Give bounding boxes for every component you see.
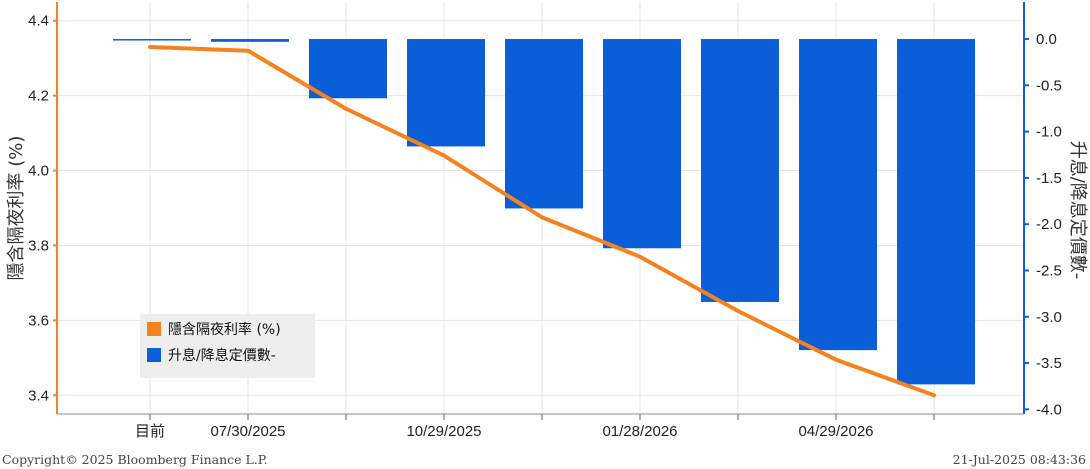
left-axis-tick-label: 3.8 (28, 237, 49, 254)
bar (309, 39, 387, 99)
legend-swatch-line (147, 322, 161, 336)
bar (505, 39, 583, 209)
legend-label-bar: 升息/降息定價數- (168, 347, 276, 364)
legend-swatch-bar (147, 348, 161, 362)
right-axis-tick-label: -3.0 (1036, 309, 1062, 326)
x-axis: 目前 07/30/2025 10/29/2025 01/28/2026 04/29/20… (57, 413, 1024, 440)
right-axis: 0.0 -0.5 -1.0 -1.5 -2.0 -2.5 -3.0 -3.5 -4.0 (1023, 2, 1062, 418)
right-axis-tick-label: -2.0 (1036, 216, 1062, 233)
left-axis-title: 隱含隔夜利率 (%) (6, 136, 27, 281)
x-axis-tick-label: 01/28/2026 (602, 423, 677, 440)
x-axis-tick-label: 目前 (135, 423, 165, 440)
bar (897, 39, 975, 385)
right-axis-tick-label: -1.0 (1036, 124, 1062, 141)
copyright-text: Copyright© 2025 Bloomberg Finance L.P. (2, 452, 268, 467)
timestamp-text: 21-Jul-2025 08:43:36 (952, 452, 1086, 467)
legend-box (140, 314, 315, 378)
bar (113, 39, 191, 41)
left-axis-tick-label: 4.2 (28, 88, 49, 105)
left-axis: 3.4 3.6 3.8 4.0 4.2 4.4 (28, 2, 58, 414)
legend: 隱含隔夜利率 (%) 升息/降息定價數- (140, 314, 315, 378)
line-series (148, 44, 936, 398)
bar-series (113, 39, 975, 385)
x-axis-tick-label: 04/29/2026 (798, 423, 873, 440)
right-axis-tick-label: -0.5 (1036, 77, 1062, 94)
x-axis-tick-label: 10/29/2025 (406, 423, 481, 440)
right-axis-tick-label: -4.0 (1036, 401, 1062, 418)
right-axis-title: 升息/降息定價數- (1067, 141, 1088, 280)
left-axis-tick-label: 3.6 (28, 312, 49, 329)
series-line (148, 44, 936, 398)
right-axis-tick-label: -2.5 (1036, 262, 1062, 279)
left-axis-tick-label: 4.0 (28, 163, 49, 180)
bar (211, 39, 289, 42)
bar (603, 39, 681, 249)
bar (407, 39, 485, 147)
right-axis-tick-label: -1.5 (1036, 170, 1062, 187)
right-axis-tick-label: -3.5 (1036, 355, 1062, 372)
right-axis-tick-label: 0.0 (1036, 31, 1057, 48)
left-axis-tick-label: 4.4 (28, 13, 49, 30)
bar (799, 39, 877, 351)
legend-label-line: 隱含隔夜利率 (%) (168, 321, 281, 338)
bar (701, 39, 779, 302)
left-axis-tick-label: 3.4 (28, 387, 49, 404)
x-axis-tick-label: 07/30/2025 (210, 423, 285, 440)
